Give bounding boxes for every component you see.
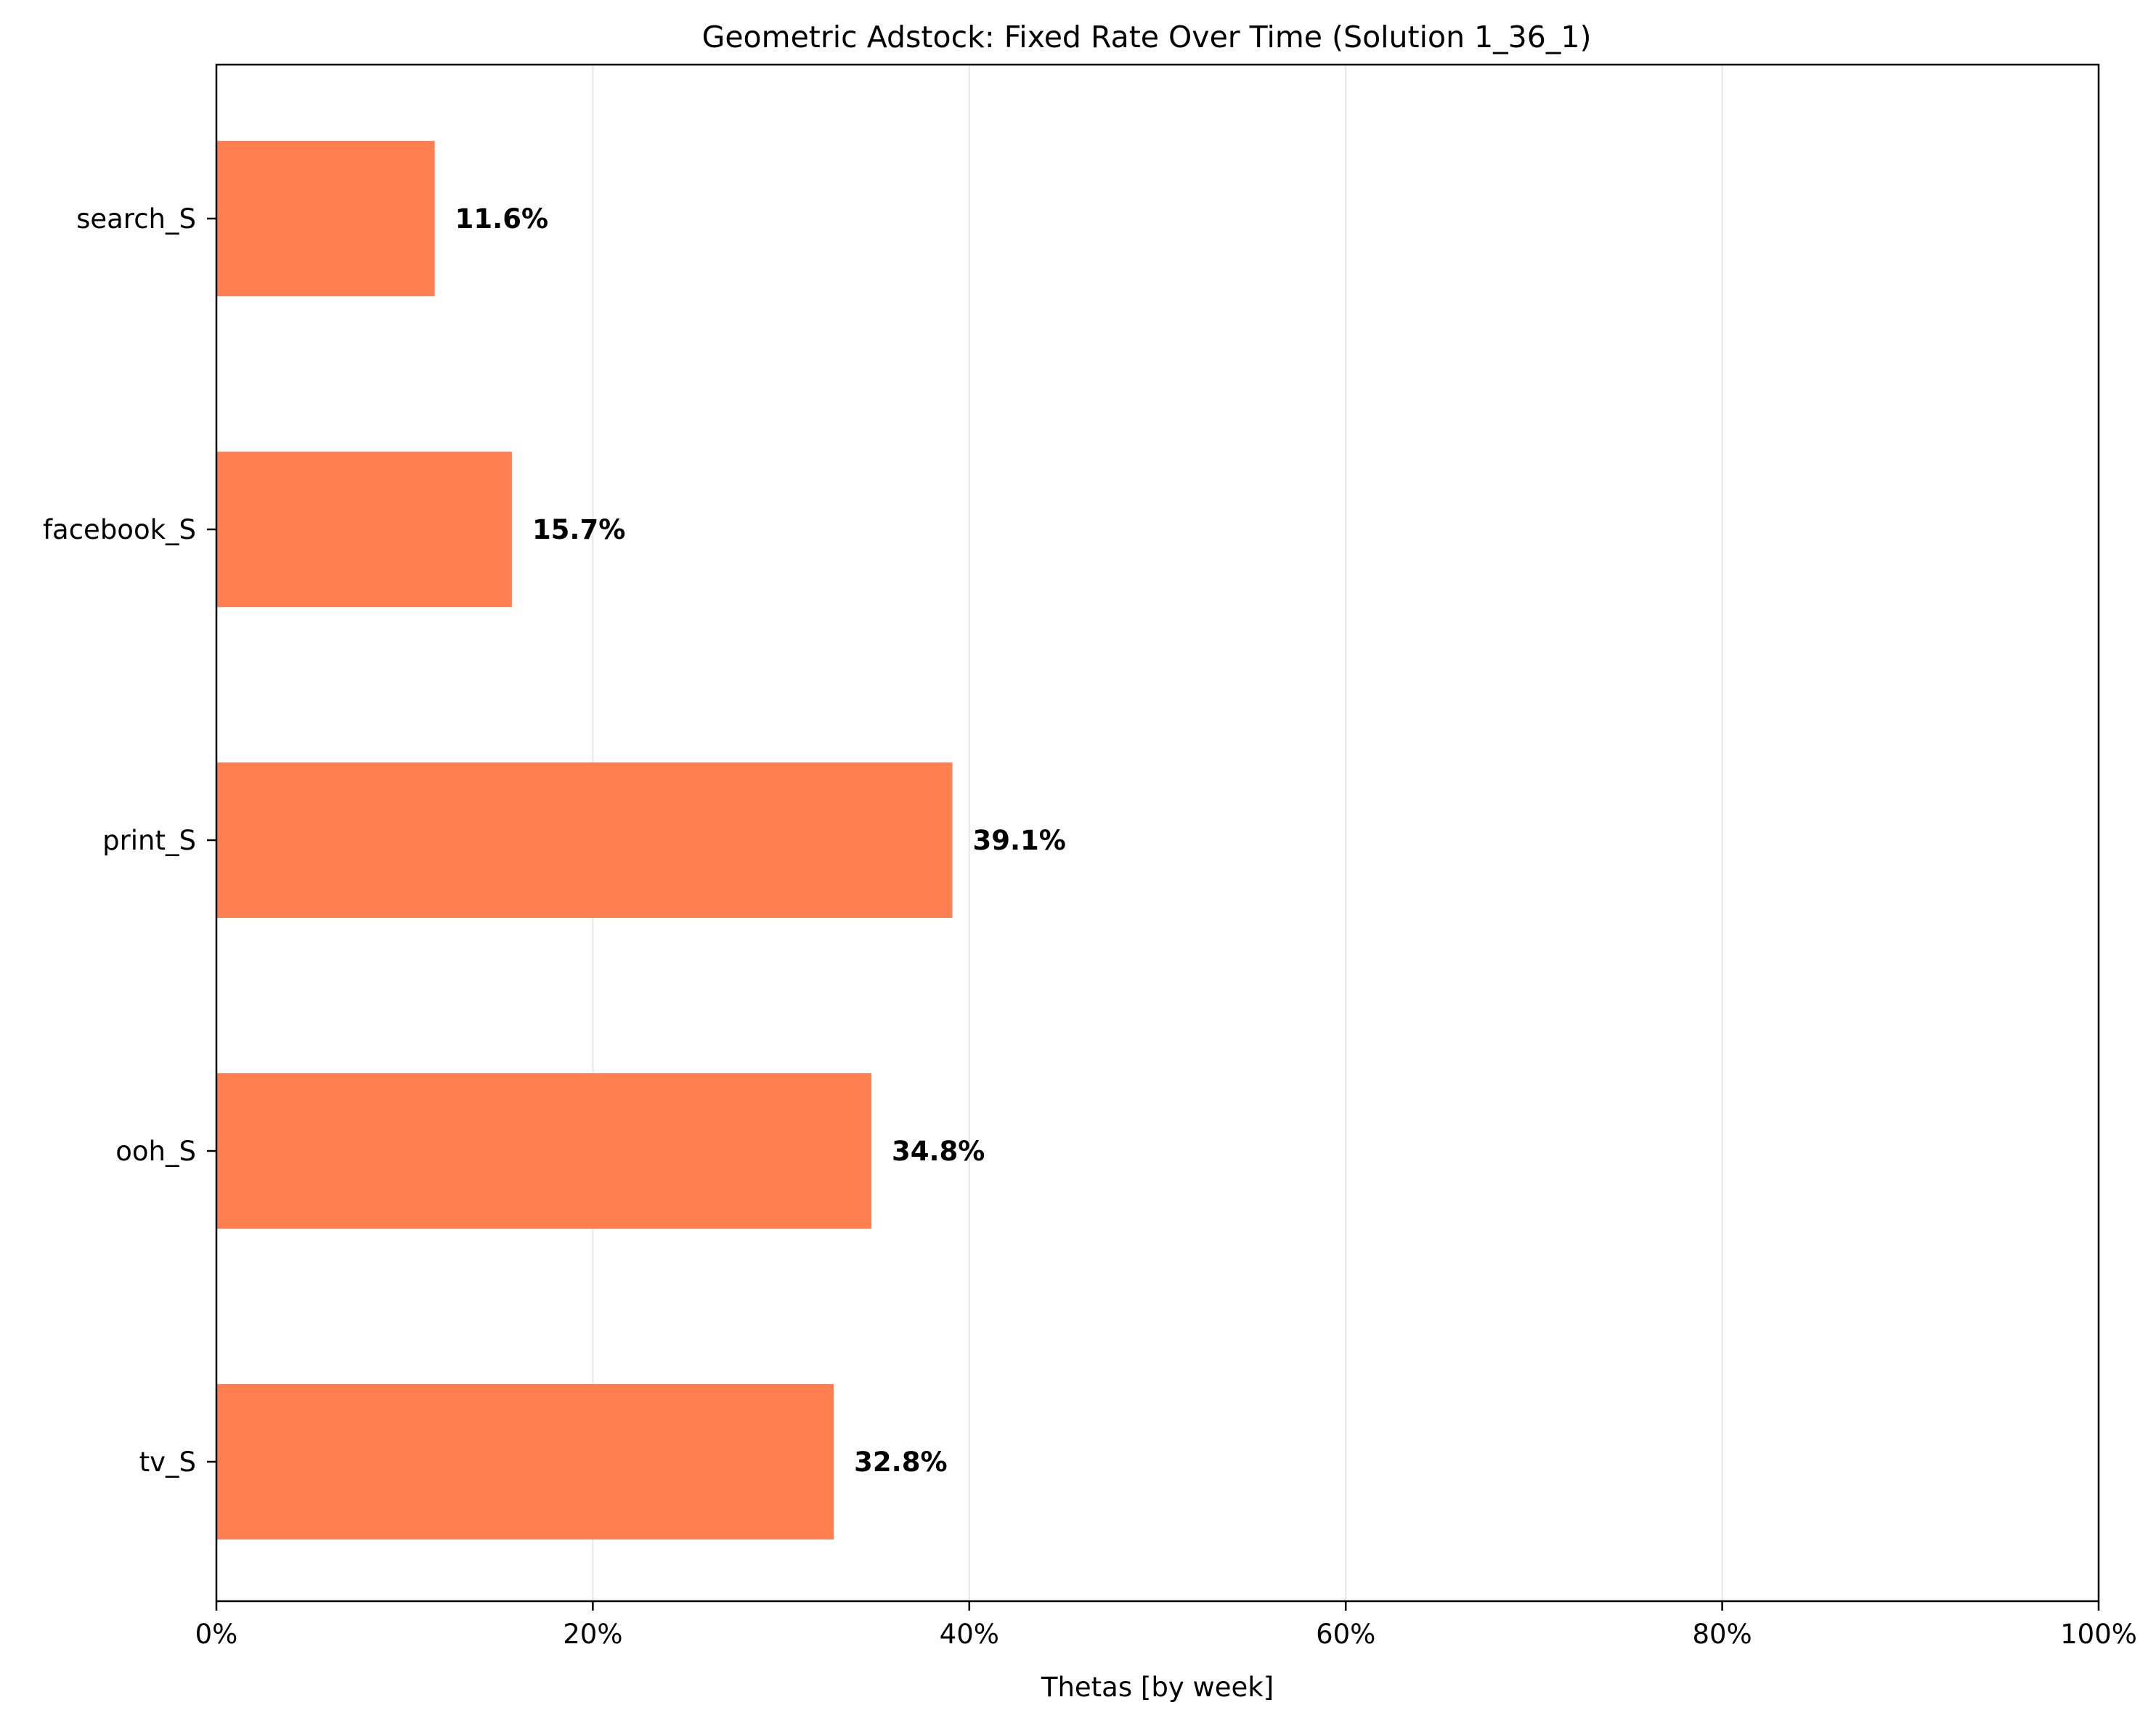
- bar-value-label: 39.1%: [972, 825, 1065, 856]
- x-tick-label: 0%: [195, 1619, 238, 1650]
- x-tick-label: 80%: [1692, 1619, 1752, 1650]
- y-tick-label: tv_S: [139, 1447, 196, 1478]
- plot-frame: [215, 63, 2100, 1603]
- y-tick-label: search_S: [76, 203, 196, 235]
- x-tick-label: 40%: [940, 1619, 999, 1650]
- y-tick-label: ooh_S: [115, 1136, 196, 1167]
- bar-value-labels: 32.8% 34.8% 39.1% 15.7% 11.6%: [455, 203, 1066, 1478]
- bar-value-label: 11.6%: [455, 203, 548, 235]
- chart-title: Geometric Adstock: Fixed Rate Over Time …: [702, 20, 1592, 54]
- bar-print_S: [216, 762, 953, 918]
- bar-tv_S: [216, 1384, 834, 1539]
- bar-facebook_S: [216, 452, 512, 607]
- x-tick-label: 60%: [1316, 1619, 1375, 1650]
- y-axis-ticks: tv_S ooh_S print_S facebook_S search_S: [43, 203, 216, 1478]
- x-tick-label: 100%: [2060, 1619, 2137, 1650]
- bars: [216, 141, 953, 1539]
- y-tick-label: facebook_S: [43, 514, 196, 545]
- x-axis-ticks: 0% 20% 40% 60% 80% 100%: [195, 1601, 2137, 1650]
- bar-value-label: 15.7%: [532, 514, 625, 545]
- bar-value-label: 32.8%: [854, 1447, 947, 1478]
- y-tick-label: print_S: [102, 825, 196, 856]
- bar-ooh_S: [216, 1073, 872, 1229]
- x-axis-label: Thetas [by week]: [1041, 1672, 1274, 1703]
- bar-search_S: [216, 141, 435, 296]
- bar-value-label: 34.8%: [892, 1136, 985, 1167]
- x-tick-label: 20%: [563, 1619, 622, 1650]
